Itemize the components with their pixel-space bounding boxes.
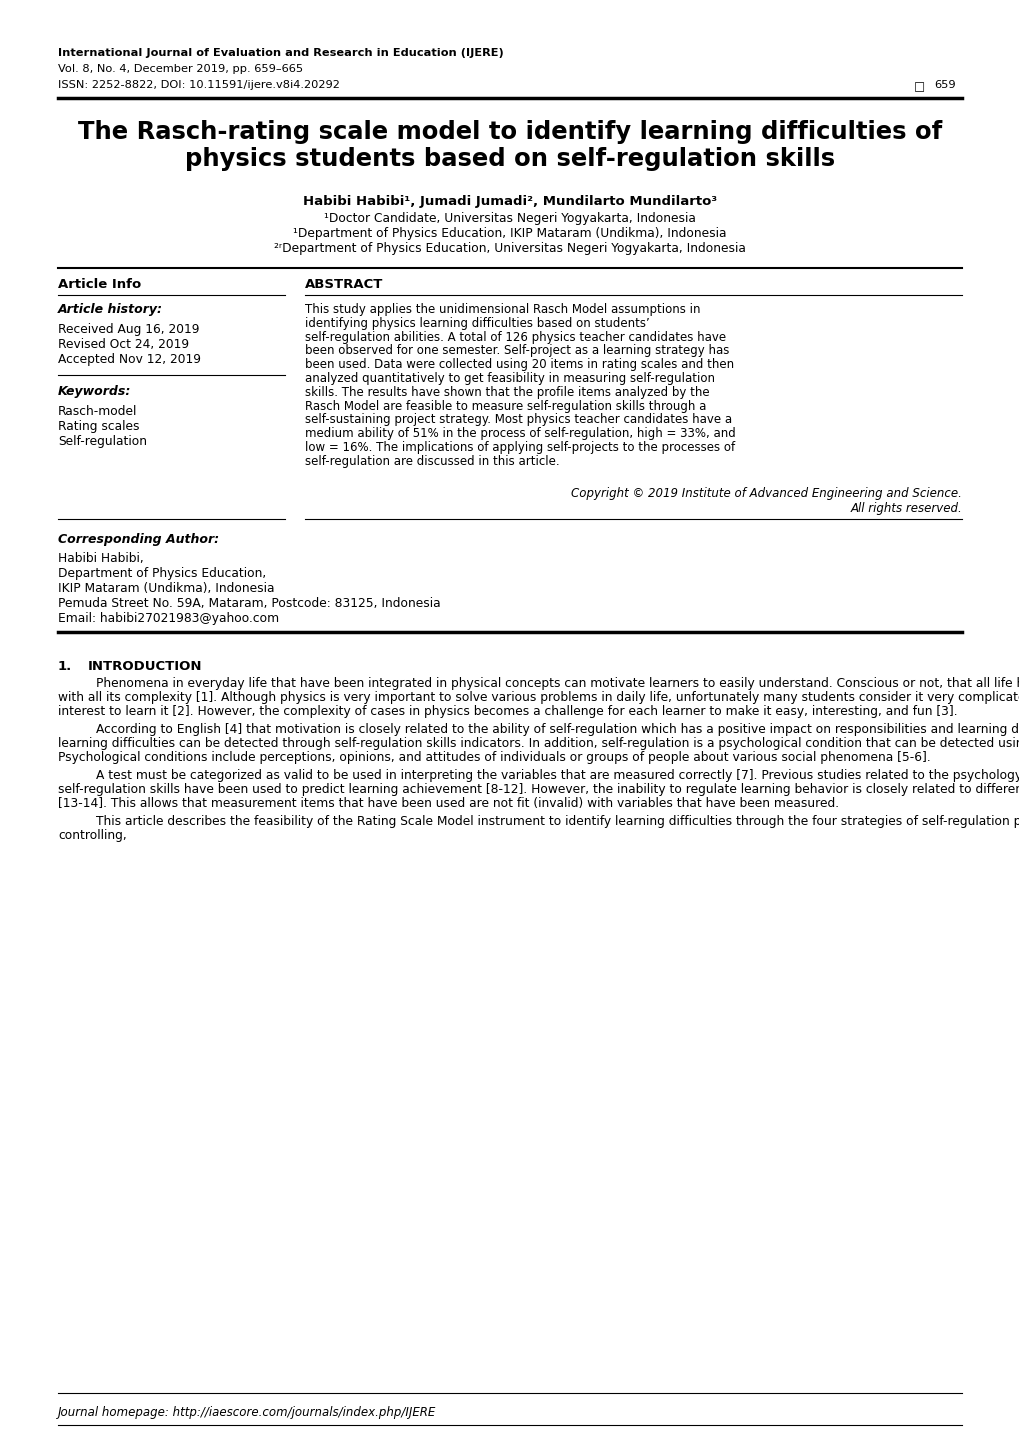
Text: Received Aug 16, 2019: Received Aug 16, 2019 [58, 323, 200, 336]
Text: self-sustaining project strategy. Most physics teacher candidates have a: self-sustaining project strategy. Most p… [305, 414, 732, 427]
Text: ¹Doctor Candidate, Universitas Negeri Yogyakarta, Indonesia: ¹Doctor Candidate, Universitas Negeri Yo… [324, 212, 695, 225]
Text: ISSN: 2252-8822, DOI: 10.11591/ijere.v8i4.20292: ISSN: 2252-8822, DOI: 10.11591/ijere.v8i… [58, 79, 339, 89]
Text: with all its complexity [1]. Although physics is very important to solve various: with all its complexity [1]. Although ph… [58, 691, 1019, 704]
Text: self-regulation are discussed in this article.: self-regulation are discussed in this ar… [305, 454, 559, 467]
Text: Email: habibi27021983@yahoo.com: Email: habibi27021983@yahoo.com [58, 611, 279, 624]
Text: Article history:: Article history: [58, 303, 163, 316]
Text: low = 16%. The implications of applying self-projects to the processes of: low = 16%. The implications of applying … [305, 441, 735, 454]
Text: skills. The results have shown that the profile items analyzed by the: skills. The results have shown that the … [305, 386, 709, 399]
Text: The Rasch-rating scale model to identify learning difficulties of: The Rasch-rating scale model to identify… [77, 120, 942, 144]
Text: Psychological conditions include perceptions, opinions, and attitudes of individ: Psychological conditions include percept… [58, 751, 930, 764]
Text: ABSTRACT: ABSTRACT [305, 278, 383, 291]
Text: Self-regulation: Self-regulation [58, 435, 147, 448]
Text: Corresponding Author:: Corresponding Author: [58, 532, 219, 545]
Text: International Journal of Evaluation and Research in Education (IJERE): International Journal of Evaluation and … [58, 48, 503, 58]
Text: been observed for one semester. Self-project as a learning strategy has: been observed for one semester. Self-pro… [305, 345, 729, 358]
Text: learning difficulties can be detected through self-regulation skills indicators.: learning difficulties can be detected th… [58, 737, 1019, 750]
Text: Copyright © 2019 Institute of Advanced Engineering and Science.: Copyright © 2019 Institute of Advanced E… [571, 486, 961, 499]
Text: controlling,: controlling, [58, 829, 126, 842]
Text: Department of Physics Education,: Department of Physics Education, [58, 567, 266, 580]
Text: analyzed quantitatively to get feasibility in measuring self-regulation: analyzed quantitatively to get feasibili… [305, 372, 714, 385]
Text: Article Info: Article Info [58, 278, 141, 291]
Text: 659: 659 [933, 79, 955, 89]
Text: Rating scales: Rating scales [58, 420, 140, 433]
Text: Rasch Model are feasible to measure self-regulation skills through a: Rasch Model are feasible to measure self… [305, 399, 706, 412]
Text: This study applies the unidimensional Rasch Model assumptions in: This study applies the unidimensional Ra… [305, 303, 700, 316]
Text: ¹Department of Physics Education, IKIP Mataram (Undikma), Indonesia: ¹Department of Physics Education, IKIP M… [293, 226, 727, 239]
Text: Habibi Habibi,: Habibi Habibi, [58, 552, 144, 565]
Text: self-regulation abilities. A total of 126 physics teacher candidates have: self-regulation abilities. A total of 12… [305, 330, 726, 343]
Text: Pemuda Street No. 59A, Mataram, Postcode: 83125, Indonesia: Pemuda Street No. 59A, Mataram, Postcode… [58, 597, 440, 610]
Text: medium ability of 51% in the process of self-regulation, high = 33%, and: medium ability of 51% in the process of … [305, 427, 735, 440]
Text: Keywords:: Keywords: [58, 385, 131, 398]
Text: Vol. 8, No. 4, December 2019, pp. 659–665: Vol. 8, No. 4, December 2019, pp. 659–66… [58, 63, 303, 74]
Text: Journal homepage: http://iaescore.com/journals/index.php/IJERE: Journal homepage: http://iaescore.com/jo… [58, 1406, 436, 1419]
Text: IKIP Mataram (Undikma), Indonesia: IKIP Mataram (Undikma), Indonesia [58, 581, 274, 594]
Text: identifying physics learning difficulties based on students’: identifying physics learning difficultie… [305, 317, 649, 330]
Text: Habibi Habibi¹, Jumadi Jumadi², Mundilarto Mundilarto³: Habibi Habibi¹, Jumadi Jumadi², Mundilar… [303, 195, 716, 208]
Text: been used. Data were collected using 20 items in rating scales and then: been used. Data were collected using 20 … [305, 358, 734, 371]
Text: A test must be categorized as valid to be used in interpreting the variables tha: A test must be categorized as valid to b… [96, 769, 1019, 782]
Text: physics students based on self-regulation skills: physics students based on self-regulatio… [184, 147, 835, 172]
Text: [13-14]. This allows that measurement items that have been used are not fit (inv: [13-14]. This allows that measurement it… [58, 796, 839, 809]
Text: This article describes the feasibility of the Rating Scale Model instrument to i: This article describes the feasibility o… [96, 815, 1019, 828]
Text: Rasch-model: Rasch-model [58, 405, 138, 418]
Text: Revised Oct 24, 2019: Revised Oct 24, 2019 [58, 337, 189, 350]
Text: □: □ [913, 79, 924, 92]
Text: Phenomena in everyday life that have been integrated in physical concepts can mo: Phenomena in everyday life that have bee… [96, 676, 1019, 689]
Text: self-regulation skills have been used to predict learning achievement [8-12]. Ho: self-regulation skills have been used to… [58, 783, 1019, 796]
Text: Accepted Nov 12, 2019: Accepted Nov 12, 2019 [58, 353, 201, 366]
Text: INTRODUCTION: INTRODUCTION [88, 659, 203, 672]
Text: According to English [4] that motivation is closely related to the ability of se: According to English [4] that motivation… [96, 722, 1019, 735]
Text: interest to learn it [2]. However, the complexity of cases in physics becomes a : interest to learn it [2]. However, the c… [58, 705, 957, 718]
Text: ²ʳDepartment of Physics Education, Universitas Negeri Yogyakarta, Indonesia: ²ʳDepartment of Physics Education, Unive… [274, 242, 745, 255]
Text: 1.: 1. [58, 659, 72, 672]
Text: All rights reserved.: All rights reserved. [850, 502, 961, 515]
